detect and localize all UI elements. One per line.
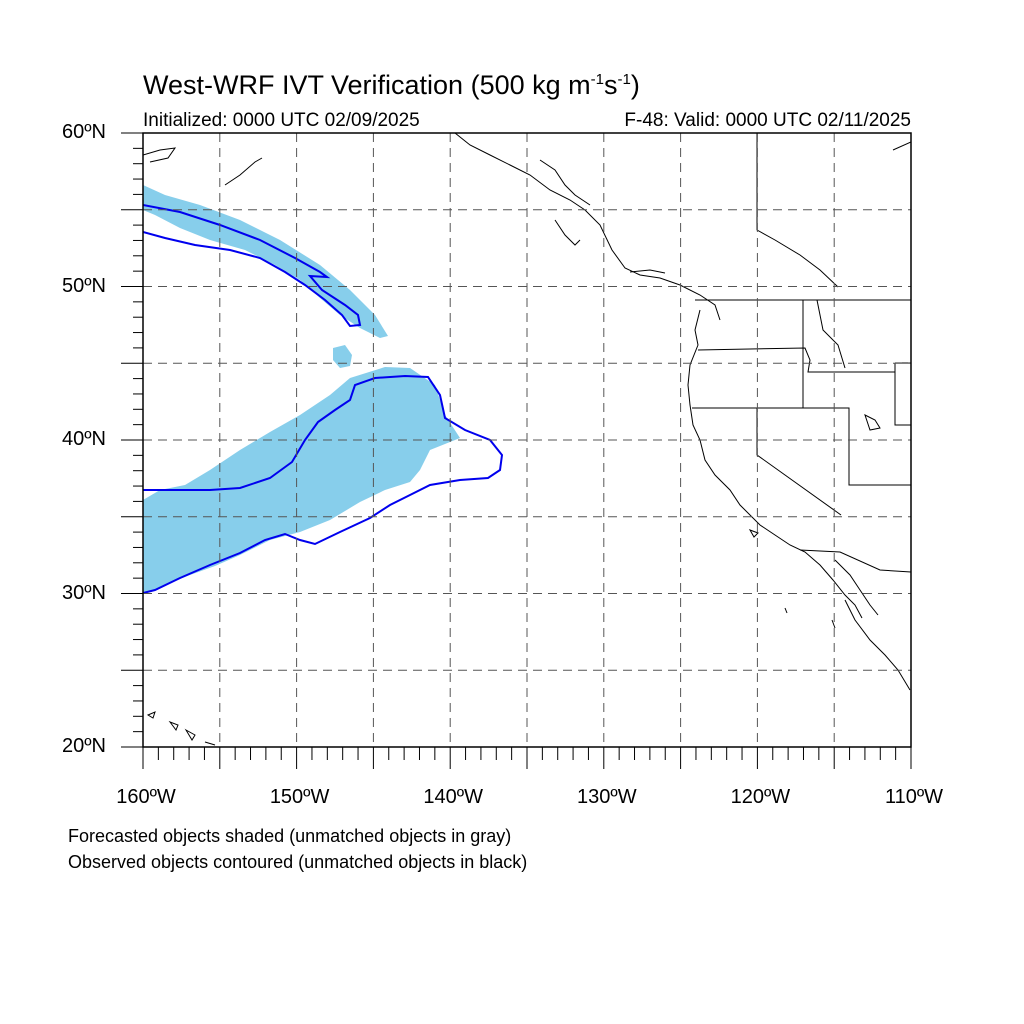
latitude-label: 20ºN: [62, 735, 106, 757]
longitude-label: 150ºW: [269, 786, 330, 808]
latitude-label: 30ºN: [62, 581, 106, 604]
initialized-time: Initialized: 0000 UTC 02/09/2025: [143, 110, 420, 131]
figure-title: West-WRF IVT Verification (500 kg m-1s-1…: [143, 70, 640, 100]
latitude-label: 60ºN: [62, 121, 106, 143]
forecast-object-small: [333, 345, 352, 368]
latitude-label: 40ºN: [62, 428, 106, 450]
axis-ticks: [121, 132, 912, 769]
forecast-legend-note: Forecasted objects shaded (unmatched obj…: [68, 826, 512, 846]
longitude-label: 130ºW: [577, 786, 637, 808]
observed-legend-note: Observed objects contoured (unmatched ob…: [68, 852, 528, 872]
observed-contour-north: [143, 204, 362, 328]
graticule: [143, 133, 911, 747]
valid-time: F-48: Valid: 0000 UTC 02/11/2025: [624, 110, 911, 131]
longitude-label: 140ºW: [423, 786, 483, 808]
longitude-label: 160ºW: [116, 786, 176, 808]
latitude-label: 50ºN: [62, 274, 106, 297]
forecast-object-central: [143, 367, 460, 593]
forecast-object-north: [143, 185, 388, 338]
longitude-label: 110ºW: [884, 786, 944, 808]
observed-contour-central: [143, 374, 504, 594]
longitude-label: 120ºW: [730, 786, 791, 808]
